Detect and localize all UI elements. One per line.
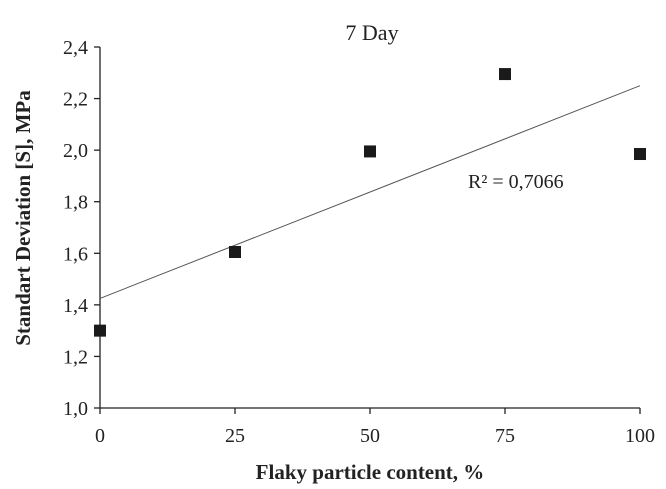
chart-title: 7 Day <box>345 20 398 45</box>
data-point <box>634 148 646 161</box>
x-tick-label: 100 <box>625 425 655 447</box>
y-tick-label: 1,8 <box>63 192 88 214</box>
trendline <box>99 85 641 299</box>
y-tick-label: 2,0 <box>63 140 88 162</box>
data-point <box>364 145 376 158</box>
y-tick-label: 1,2 <box>63 346 88 368</box>
y-tick-label: 1,6 <box>63 243 88 265</box>
x-tick-label: 50 <box>360 425 380 447</box>
r-squared-annotation: R² = 0,7066 <box>468 171 564 193</box>
data-point <box>229 245 241 258</box>
data-point <box>94 324 106 337</box>
x-tick-label: 75 <box>495 425 515 447</box>
y-tick-label: 1,4 <box>63 295 88 317</box>
y-tick-label: 1,0 <box>63 398 88 420</box>
x-tick-label: 0 <box>95 425 105 447</box>
x-tick-label: 25 <box>225 425 245 447</box>
y-axis-title: Standart Deviation [S], MPa <box>11 90 35 346</box>
y-tick-label: 2,2 <box>63 89 88 111</box>
data-point <box>499 68 511 81</box>
x-axis-title: Flaky particle content, % <box>256 460 485 484</box>
y-tick-label: 2,4 <box>63 37 88 59</box>
